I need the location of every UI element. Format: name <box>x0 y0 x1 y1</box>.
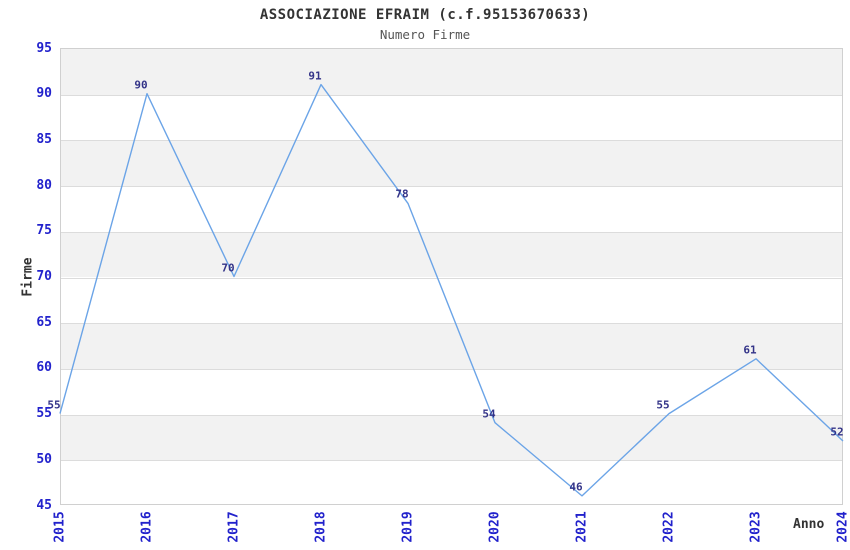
y-gridline <box>61 368 842 370</box>
y-tick-label: 90 <box>36 86 52 102</box>
x-tick-label: 2019 <box>400 511 416 543</box>
grid-band <box>61 414 842 461</box>
y-tick-label: 85 <box>36 131 52 147</box>
x-tick-label: 2022 <box>661 511 677 543</box>
x-tick-label: 2024 <box>835 511 850 543</box>
data-point-label: 46 <box>569 480 583 494</box>
y-gridline <box>61 414 842 416</box>
y-gridline <box>61 94 842 96</box>
data-point-label: 61 <box>743 343 757 357</box>
y-tick-label: 75 <box>36 223 52 239</box>
x-tick-label: 2020 <box>487 511 503 543</box>
y-tick-label: 65 <box>36 314 52 330</box>
y-tick-label: 60 <box>36 360 52 376</box>
grid-band <box>61 323 842 369</box>
x-tick-label: 2015 <box>52 511 68 543</box>
data-point-label: 91 <box>308 69 322 83</box>
data-point-label: 52 <box>830 425 844 439</box>
grid-band <box>61 49 842 95</box>
y-tick-label: 50 <box>36 451 52 467</box>
y-gridline <box>61 231 842 233</box>
x-tick-label: 2021 <box>574 511 590 543</box>
x-tick-label: 2017 <box>226 511 242 543</box>
data-point-label: 55 <box>47 398 61 412</box>
y-tick-label: 95 <box>36 40 52 56</box>
x-tick-label: 2016 <box>139 511 155 543</box>
data-point-label: 78 <box>395 187 409 201</box>
y-gridline <box>61 460 842 462</box>
y-gridline <box>61 140 842 142</box>
chart-subtitle: Numero Firme <box>379 27 471 42</box>
y-gridline <box>61 323 842 325</box>
y-tick-label: 45 <box>36 497 52 513</box>
x-axis-title: Anno <box>793 517 825 532</box>
data-point-label: 90 <box>134 78 148 92</box>
chart-title: ASSOCIAZIONE EFRAIM (c.f.95153670633) <box>259 7 591 23</box>
y-tick-label: 70 <box>36 269 52 284</box>
data-point-label: 54 <box>482 407 496 421</box>
x-tick-label: 2023 <box>748 511 764 543</box>
y-axis-title: Firme <box>20 257 36 297</box>
grid-band <box>61 231 842 278</box>
y-gridline <box>61 277 842 279</box>
data-point-label: 55 <box>656 398 670 412</box>
grid-band <box>61 140 842 187</box>
y-gridline <box>61 186 842 188</box>
x-tick-label: 2018 <box>313 511 329 543</box>
data-point-label: 70 <box>221 261 235 274</box>
y-tick-label: 55 <box>36 406 52 422</box>
y-tick-label: 80 <box>36 177 52 193</box>
plot-area <box>60 48 843 505</box>
